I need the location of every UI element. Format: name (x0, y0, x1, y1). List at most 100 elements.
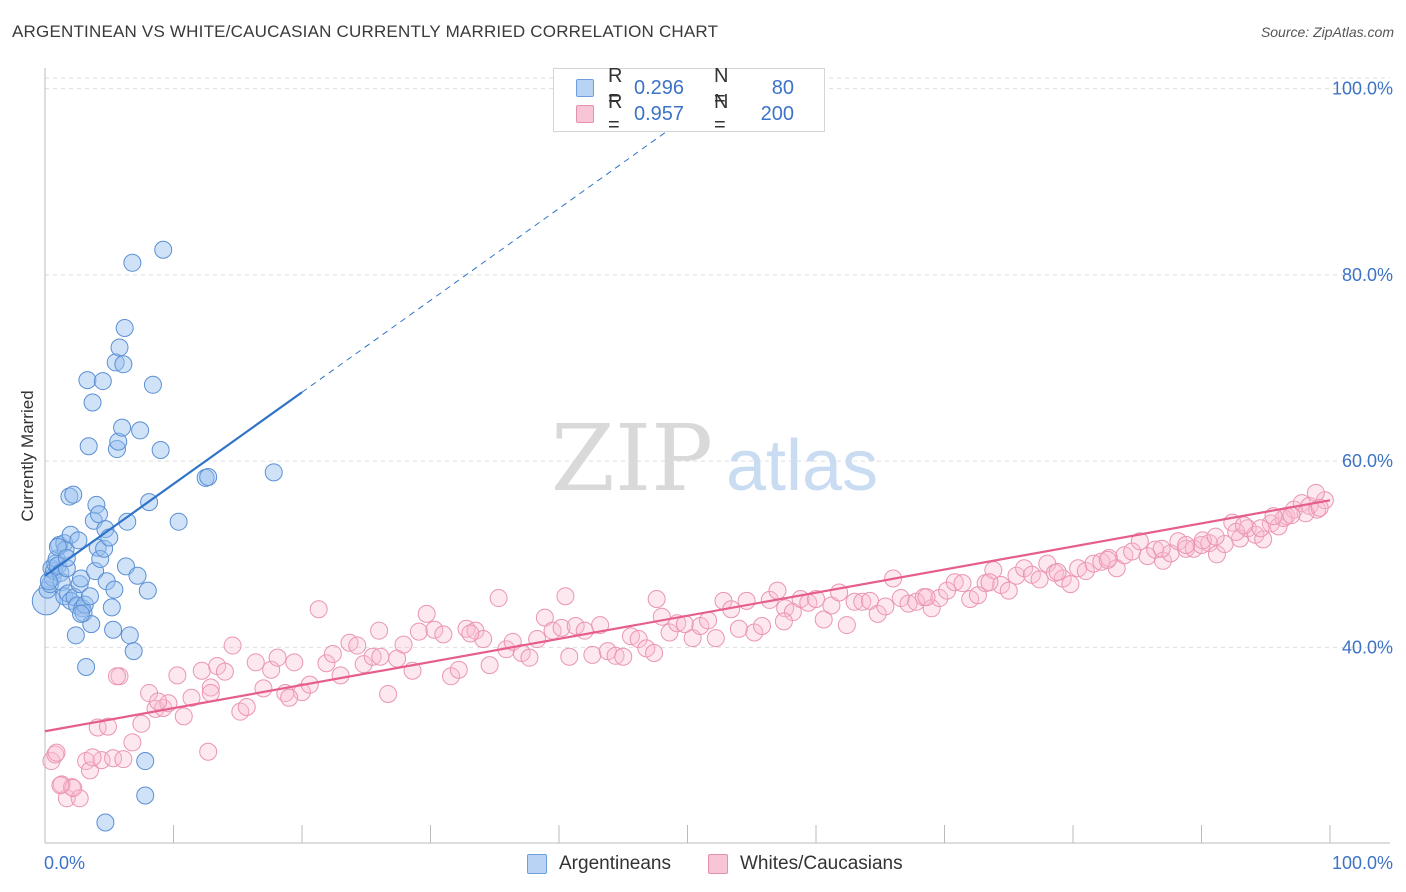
y-axis-label: Currently Married (18, 390, 37, 522)
whites-caucasians-point (409, 622, 428, 641)
whites-caucasians-point (1306, 483, 1325, 502)
whites-caucasians-point (660, 623, 679, 642)
whites-caucasians-point (868, 604, 887, 623)
argentineans-point (128, 566, 147, 585)
argentineans-points (31, 240, 283, 832)
watermark-atlas: atlas (726, 426, 878, 506)
whites-caucasians-point (1207, 545, 1226, 564)
whites-caucasians-point (417, 604, 436, 623)
legend-item-argentineans[interactable]: Argentineans (527, 852, 671, 876)
argentineans-point (264, 463, 283, 482)
whites-caucasians-point (1061, 575, 1080, 594)
whites-caucasians-point (201, 684, 220, 703)
argentineans-point (80, 587, 99, 606)
whites-caucasians-point (1206, 527, 1225, 546)
argentineans-point (31, 586, 61, 616)
argentineans-point (66, 626, 85, 645)
whites-caucasians-point (317, 654, 336, 673)
whites-caucasians-point (899, 594, 918, 613)
whites-caucasians-point (348, 636, 367, 655)
argentineans-trend-line (44, 391, 303, 577)
whites-caucasians-point (1048, 562, 1067, 581)
argentineans-point (124, 642, 143, 661)
argentineans-point (95, 539, 114, 558)
argentineans-point (70, 575, 89, 594)
whites-caucasians-point (645, 644, 664, 663)
stats-legend: R = 0.296 N = 80 R = 0.957 N = 200 (553, 65, 825, 136)
whites-caucasians-point (254, 679, 273, 698)
whites-caucasians-point (168, 666, 187, 685)
y-tick-label: 80.0% (1342, 265, 1393, 285)
whites-caucasians-point (606, 646, 625, 665)
argentineans-point (110, 338, 129, 357)
whites-caucasians-point (953, 574, 972, 593)
whites-caucasians-point (876, 597, 895, 616)
whites-caucasians-point (114, 750, 133, 769)
whites-caucasians-point (70, 789, 89, 808)
whites-caucasians-point (442, 667, 461, 686)
whites-caucasians-point (814, 610, 833, 629)
whites-caucasians-point (922, 599, 941, 618)
whites-caucasians-point (394, 635, 413, 654)
legend-row-argentineans: R = 0.296 N = 80 (576, 65, 794, 110)
whites-caucasians-point (379, 684, 398, 703)
whites-caucasians-point (192, 661, 211, 680)
whites-caucasians-point (1152, 539, 1171, 558)
whites-caucasians-point (107, 667, 126, 686)
whites-caucasians-point (945, 573, 964, 592)
argentineans-point (39, 572, 58, 591)
whites-caucasians-point (528, 630, 547, 649)
whites-caucasians-point (104, 749, 123, 768)
argentineans-point (100, 528, 119, 547)
watermark-zip: ZIP (551, 405, 713, 512)
whites-caucasians-point (629, 630, 648, 649)
whites-caucasians-point (1177, 539, 1196, 558)
whites-caucasians-point (520, 648, 539, 667)
whites-caucasians-point (1007, 566, 1026, 585)
n-label: N = (714, 91, 729, 136)
grid-lines (45, 77, 1390, 648)
argentineans-point (106, 353, 125, 372)
argentineans-point (71, 604, 90, 623)
argentineans-point (136, 786, 155, 805)
argentineans-point (89, 505, 108, 524)
whites-caucasians-point (930, 589, 949, 608)
argentineans-point (78, 371, 97, 390)
whites-caucasians-point (449, 660, 468, 679)
argentineans-point (115, 318, 134, 337)
argentineans-point (114, 355, 133, 374)
legend-item-whites[interactable]: Whites/Caucasians (708, 852, 903, 876)
whites-caucasians-point (1130, 532, 1149, 551)
chart-title: ARGENTINEAN VS WHITE/CAUCASIAN CURRENTLY… (12, 22, 719, 41)
regression-lines (44, 116, 1331, 733)
whites-caucasians-point (1227, 522, 1246, 541)
whites-caucasians-point (371, 647, 390, 666)
whites-caucasians-point (774, 612, 793, 631)
whites-caucasians-point (132, 714, 151, 733)
whites-caucasians-point (323, 644, 342, 663)
whites-caucasians-point (246, 653, 265, 672)
argentineans-point (102, 598, 121, 617)
whites-caucasians-point (363, 647, 382, 666)
whites-caucasians-point (1251, 519, 1270, 538)
whites-caucasians-point (652, 607, 671, 626)
argentineans-point (154, 240, 173, 259)
whites-caucasians-point (614, 647, 633, 666)
r-value: 0.296 (634, 76, 685, 99)
argentineans-point (86, 562, 105, 581)
legend-swatch-blue (576, 79, 594, 97)
whites-caucasians-point (237, 698, 256, 717)
whites-caucasians-point (556, 587, 575, 606)
argentineans-point (109, 432, 128, 451)
argentineans-point (113, 418, 132, 437)
whites-caucasians-point (123, 733, 142, 752)
argentineans-point (52, 573, 71, 592)
whites-caucasians-point (1254, 530, 1273, 549)
whites-caucasians-point (706, 629, 725, 648)
tick-labels: 40.0% 60.0% 80.0% 100.0% 0.0% 100.0% (44, 79, 1393, 873)
argentineans-point (136, 752, 155, 771)
legend-row-whites: R = 0.957 N = 200 (576, 91, 794, 136)
whites-caucasians-point (268, 648, 287, 667)
whites-caucasians-point (768, 581, 787, 600)
argentineans-point (105, 580, 124, 599)
